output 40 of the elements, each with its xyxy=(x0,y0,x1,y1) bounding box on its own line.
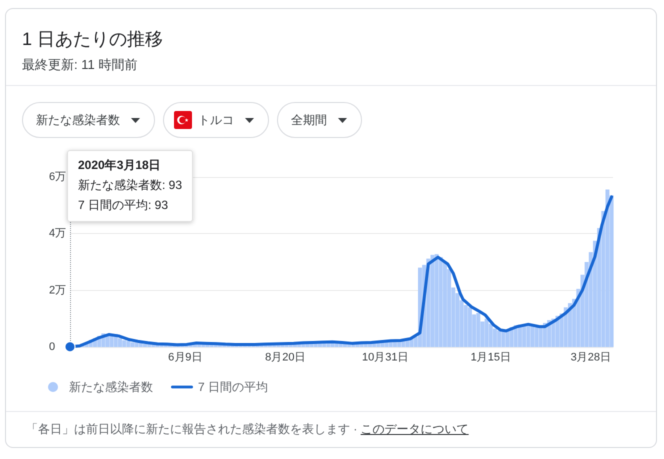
bar xyxy=(126,341,130,347)
text: 2020年3月18日 xyxy=(78,158,161,172)
legend-label: 7 日間の平均 xyxy=(198,380,268,394)
y-tick-label: 2万 xyxy=(49,284,66,296)
bar xyxy=(501,331,506,347)
bar xyxy=(122,340,126,347)
bar xyxy=(430,254,434,347)
x-tick-label: 8月20日 xyxy=(265,352,306,364)
x-tick-label: 1月15日 xyxy=(470,352,511,364)
chart-title: 1 日あたりの推移 xyxy=(22,28,164,50)
bar xyxy=(564,307,568,347)
annotation: 新たな感染者数: 93 xyxy=(78,178,182,192)
bar xyxy=(438,257,443,347)
bar xyxy=(605,189,610,347)
dropdown: 全期間 xyxy=(277,102,362,138)
x-tick-label: 3月28日 xyxy=(570,352,611,364)
bar xyxy=(530,326,534,347)
bar xyxy=(522,324,526,347)
y-tick-label: 0 xyxy=(49,341,56,353)
y-tick-label: 4万 xyxy=(49,228,66,240)
bar xyxy=(497,330,502,347)
bar xyxy=(143,344,147,347)
y-tick-label: 6万 xyxy=(49,171,66,183)
x-tick-label: 6月9日 xyxy=(168,352,202,364)
bar xyxy=(534,327,539,347)
dropdown: トルコ xyxy=(163,102,269,138)
annotation: 7 日間の平均: 93 xyxy=(78,198,168,212)
bar xyxy=(118,338,122,347)
bar xyxy=(468,307,472,347)
bar xyxy=(568,303,572,347)
chart-subtitle: 最終更新: 11 時間前 xyxy=(22,57,138,73)
dropdown: 新たな感染者数 xyxy=(22,102,155,138)
text: 「各日」は前日以降に新たに報告された感染者数を表します · このデータについて xyxy=(26,422,469,436)
x-tick-label: 10月31日 xyxy=(362,352,408,364)
legend-label: 新たな感染者数 xyxy=(69,380,153,394)
bar xyxy=(434,254,439,347)
bar xyxy=(526,324,530,347)
bar xyxy=(476,313,480,347)
bar xyxy=(484,318,489,347)
bar xyxy=(130,342,134,347)
